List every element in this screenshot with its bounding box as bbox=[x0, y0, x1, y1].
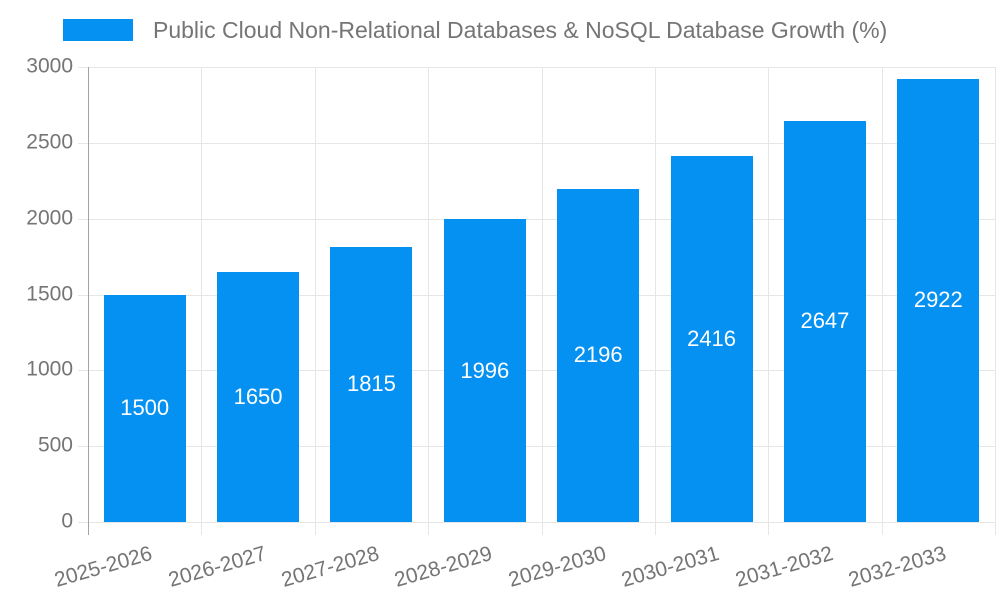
bar[interactable] bbox=[783, 120, 866, 522]
gridline-horizontal bbox=[78, 370, 995, 372]
gridline-vertical bbox=[881, 67, 883, 535]
gridline-vertical bbox=[314, 67, 316, 535]
x-tick-label: 2031-2032 bbox=[732, 542, 836, 592]
bar-value-label: 1996 bbox=[460, 357, 510, 383]
gridline-horizontal bbox=[78, 67, 995, 68]
gridline-vertical bbox=[428, 67, 430, 535]
bar[interactable] bbox=[330, 246, 413, 522]
bar[interactable] bbox=[670, 155, 753, 522]
gridline-vertical bbox=[995, 67, 996, 535]
x-tick-label: 2027-2028 bbox=[278, 542, 382, 592]
x-tick-label: 2025-2026 bbox=[52, 542, 156, 592]
legend-item[interactable]: Public Cloud Non-Relational Databases & … bbox=[63, 14, 887, 46]
y-tick-label: 500 bbox=[37, 433, 73, 457]
x-tick-label: 2029-2030 bbox=[505, 542, 609, 592]
bar-value-label: 2922 bbox=[913, 287, 963, 313]
y-axis-line bbox=[88, 67, 89, 535]
legend-swatch bbox=[63, 19, 133, 41]
y-tick-label: 2500 bbox=[26, 130, 73, 154]
plot-area: 0 500 1000 1500 2000 2500 3000 1500 2025-2026 165… bbox=[26, 55, 996, 592]
x-tick-label: 2026-2027 bbox=[165, 542, 269, 592]
gridline-horizontal bbox=[78, 294, 995, 296]
gridline-vertical bbox=[654, 67, 656, 535]
gridline-horizontal bbox=[78, 218, 995, 220]
bar[interactable] bbox=[103, 294, 186, 522]
bar-value-label: 1650 bbox=[233, 383, 283, 409]
y-tick-label: 1500 bbox=[26, 282, 73, 306]
bar[interactable] bbox=[443, 219, 526, 522]
gridline-vertical bbox=[768, 67, 770, 535]
gridline-horizontal bbox=[78, 142, 995, 144]
bar-value-label: 1815 bbox=[346, 371, 396, 397]
gridline-vertical bbox=[201, 67, 203, 535]
legend-label: Public Cloud Non-Relational Databases & … bbox=[153, 16, 888, 43]
bar[interactable] bbox=[557, 188, 640, 522]
bar[interactable] bbox=[897, 78, 980, 522]
x-tick-label: 2032-2033 bbox=[845, 542, 949, 592]
bar-value-label: 2416 bbox=[687, 325, 737, 351]
gridline-vertical bbox=[541, 67, 543, 535]
y-tick-label: 3000 bbox=[26, 54, 73, 78]
x-tick-label: 2028-2029 bbox=[392, 542, 496, 592]
bar-value-label: 2647 bbox=[800, 308, 850, 334]
x-tick-label: 2030-2031 bbox=[619, 542, 722, 592]
y-tick-label: 1000 bbox=[26, 357, 73, 381]
y-tick-label: 0 bbox=[61, 509, 73, 533]
bar-value-label: 1500 bbox=[120, 395, 170, 421]
bar[interactable] bbox=[217, 271, 300, 522]
bar-value-label: 2196 bbox=[573, 342, 623, 368]
y-tick-label: 2000 bbox=[26, 206, 73, 230]
gridline-horizontal bbox=[78, 446, 995, 448]
gridline-horizontal bbox=[78, 522, 995, 523]
